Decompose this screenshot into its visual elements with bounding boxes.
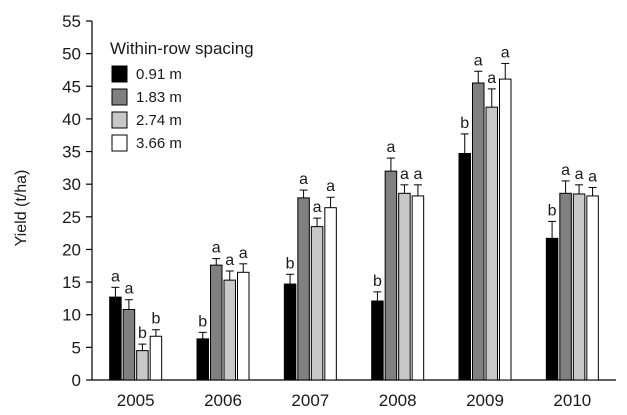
legend-title: Within-row spacing (110, 39, 254, 58)
bar (371, 300, 384, 381)
y-tick-label: 45 (62, 77, 81, 96)
y-tick-label: 35 (62, 143, 81, 162)
bar (223, 279, 236, 381)
significance-letter: a (313, 199, 322, 216)
bar (458, 153, 471, 381)
bar (136, 350, 149, 381)
legend-label: 2.74 m (136, 112, 182, 129)
bar (310, 226, 324, 381)
significance-letter: a (474, 52, 483, 69)
legend-label: 0.91 m (136, 66, 182, 83)
significance-letter: a (212, 240, 221, 257)
legend-swatch (111, 134, 128, 152)
bar (572, 193, 586, 381)
bar (109, 296, 122, 381)
significance-letter: a (111, 268, 120, 285)
significance-letter: b (198, 313, 207, 330)
significance-letter: a (575, 166, 584, 183)
bar (122, 309, 136, 381)
bar (196, 338, 209, 381)
x-tick-label: 2005 (117, 391, 155, 410)
y-tick-label: 50 (62, 45, 81, 64)
bar (411, 195, 425, 381)
y-tick-label: 25 (62, 208, 81, 227)
y-tick-label: 5 (72, 338, 81, 357)
legend-label: 1.83 m (136, 89, 182, 106)
significance-letter: a (225, 252, 234, 269)
significance-letter: a (501, 44, 510, 61)
significance-letter: a (124, 281, 133, 298)
significance-letter: a (487, 70, 496, 87)
y-tick-label: 55 (62, 12, 81, 31)
significance-letter: a (561, 162, 570, 179)
x-tick-label: 2009 (466, 391, 504, 410)
significance-letter: b (548, 202, 557, 219)
bar (586, 195, 599, 381)
legend-label: 3.66 m (136, 135, 182, 152)
significance-letter: a (413, 166, 422, 183)
bar (237, 271, 250, 381)
significance-letter: a (588, 168, 597, 185)
significance-letter: a (239, 245, 248, 262)
legend-swatch (111, 65, 128, 83)
bar (384, 170, 398, 381)
y-tick-label: 20 (62, 240, 81, 259)
bar (324, 207, 337, 381)
bar (472, 82, 485, 381)
significance-letter: a (299, 171, 308, 188)
significance-letter: b (286, 255, 295, 272)
bar (545, 237, 559, 381)
legend: Within-row spacing 0.91 m 1.83 m 2.74 m 3.6… (110, 39, 254, 152)
bar (499, 78, 512, 381)
x-tick-label: 2007 (291, 391, 329, 410)
bar (485, 106, 498, 381)
significance-letter: a (400, 166, 409, 183)
x-tick-label: 2006 (204, 391, 242, 410)
bar (149, 335, 163, 381)
y-tick-label: 15 (62, 273, 81, 292)
significance-letter: b (151, 311, 160, 328)
bar (398, 192, 411, 381)
significance-letter: a (386, 139, 395, 156)
x-tick-label: 2010 (553, 391, 591, 410)
legend-swatch (111, 88, 128, 106)
significance-letter: b (460, 115, 469, 132)
y-tick-label: 0 (72, 371, 81, 390)
bar (297, 197, 310, 381)
bar (283, 283, 297, 381)
y-axis-title: Yield (t/ha) (13, 170, 30, 247)
y-tick-label: 30 (62, 175, 81, 194)
significance-letter: b (138, 325, 147, 342)
significance-letter: b (373, 273, 382, 290)
y-tick-label: 10 (62, 306, 81, 325)
legend-swatch (111, 111, 128, 129)
x-tick-label: 2008 (379, 391, 417, 410)
significance-letter: a (326, 178, 335, 195)
bar (210, 264, 223, 381)
bar (559, 192, 572, 381)
y-tick-label: 40 (62, 110, 81, 129)
